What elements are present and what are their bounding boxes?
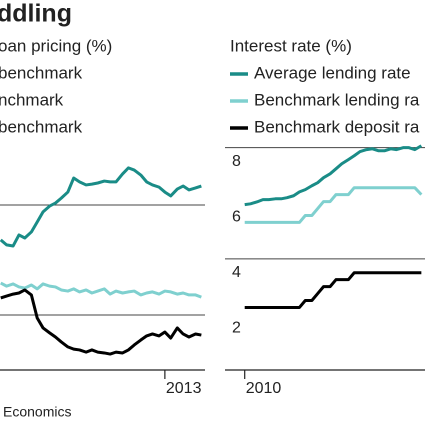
data-line — [244, 144, 423, 207]
chart-subtitle: oan pricing (%) — [0, 36, 112, 55]
legend-label: benchmark — [0, 117, 83, 136]
data-line — [0, 166, 202, 248]
legend-label: Benchmark deposit ra — [254, 117, 420, 136]
chart-subtitle: Interest rate (%) — [230, 36, 352, 55]
y-tick-label: 6 — [232, 208, 241, 225]
data-line — [244, 186, 423, 224]
data-line — [0, 281, 202, 299]
data-line — [244, 271, 422, 309]
legend-label: nchmark — [0, 90, 64, 109]
source: Economics — [3, 404, 71, 420]
y-tick-label: 8 — [232, 153, 241, 170]
legend-label: Benchmark lending ra — [254, 90, 420, 109]
y-tick-label: 2 — [232, 320, 241, 337]
legend-label: benchmark — [0, 63, 83, 82]
chart-title: ddling — [0, 0, 72, 28]
x-tick-label: 2010 — [246, 380, 282, 397]
legend-label: Average lending rate — [254, 63, 411, 82]
data-line — [0, 288, 202, 356]
x-tick-label: 2013 — [166, 380, 202, 397]
y-tick-label: 4 — [232, 264, 241, 281]
